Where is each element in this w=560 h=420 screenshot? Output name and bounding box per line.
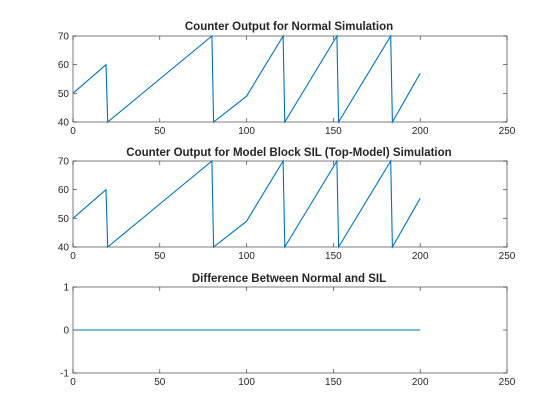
y-tick-label: 70: [58, 32, 70, 43]
x-tick-label: 100: [238, 377, 255, 388]
x-tick-label: 0: [70, 251, 76, 262]
panel-normal-simulation: Counter Output for Normal Simulation 0 50…: [58, 21, 516, 137]
x-tick-label: 50: [154, 377, 166, 388]
panel-2-axes: [72, 160, 508, 248]
panel-sil-simulation: Counter Output for Model Block SIL (Top-…: [58, 147, 516, 262]
y-tick-label: 60: [58, 60, 70, 71]
x-tick-label: 200: [412, 377, 429, 388]
x-tick-label: 150: [325, 126, 342, 137]
panel-difference: Difference Between Normal and SIL 0 50 100…: [60, 273, 516, 388]
x-tick-label: 150: [325, 251, 342, 262]
x-tick-label: 250: [499, 377, 516, 388]
x-tick-label: 0: [70, 126, 76, 137]
panel-2-series-line: [72, 159, 421, 250]
panel-1-ticks: 0 50 100 150 200 250 40 50 60 70: [58, 32, 516, 138]
panel-3-ticks: 0 50 100 150 200 250-101: [60, 283, 516, 389]
x-tick-label: 100: [238, 251, 255, 262]
panel-1-axes: [72, 35, 508, 123]
x-tick-label: 150: [325, 377, 342, 388]
x-tick-label: 200: [412, 251, 429, 262]
panel-1-title: Counter Output for Normal Simulation: [185, 21, 393, 33]
x-tick-label: 250: [499, 126, 516, 137]
y-tick-label: -1: [60, 369, 69, 380]
y-tick-label: 50: [58, 89, 70, 100]
x-tick-label: 50: [154, 251, 166, 262]
y-tick-label: 40: [58, 118, 70, 129]
y-tick-label: 40: [58, 243, 70, 254]
x-tick-label: 50: [154, 126, 166, 137]
x-tick-label: 250: [499, 251, 516, 262]
y-tick-label: 50: [58, 214, 70, 225]
y-tick-label: 60: [58, 185, 70, 196]
y-tick-label: 70: [58, 157, 70, 168]
panel-2-ticks: 0 50 100 150 200 250 40 50 60 70: [58, 157, 516, 263]
x-tick-label: 100: [238, 126, 255, 137]
y-tick-label: 0: [63, 326, 69, 337]
panel-1-series-line: [72, 34, 421, 125]
panel-3-title: Difference Between Normal and SIL: [192, 273, 386, 285]
y-tick-label: 1: [63, 283, 69, 294]
panel-2-title: Counter Output for Model Block SIL (Top-…: [126, 147, 451, 159]
x-tick-label: 0: [70, 377, 76, 388]
x-tick-label: 200: [412, 126, 429, 137]
